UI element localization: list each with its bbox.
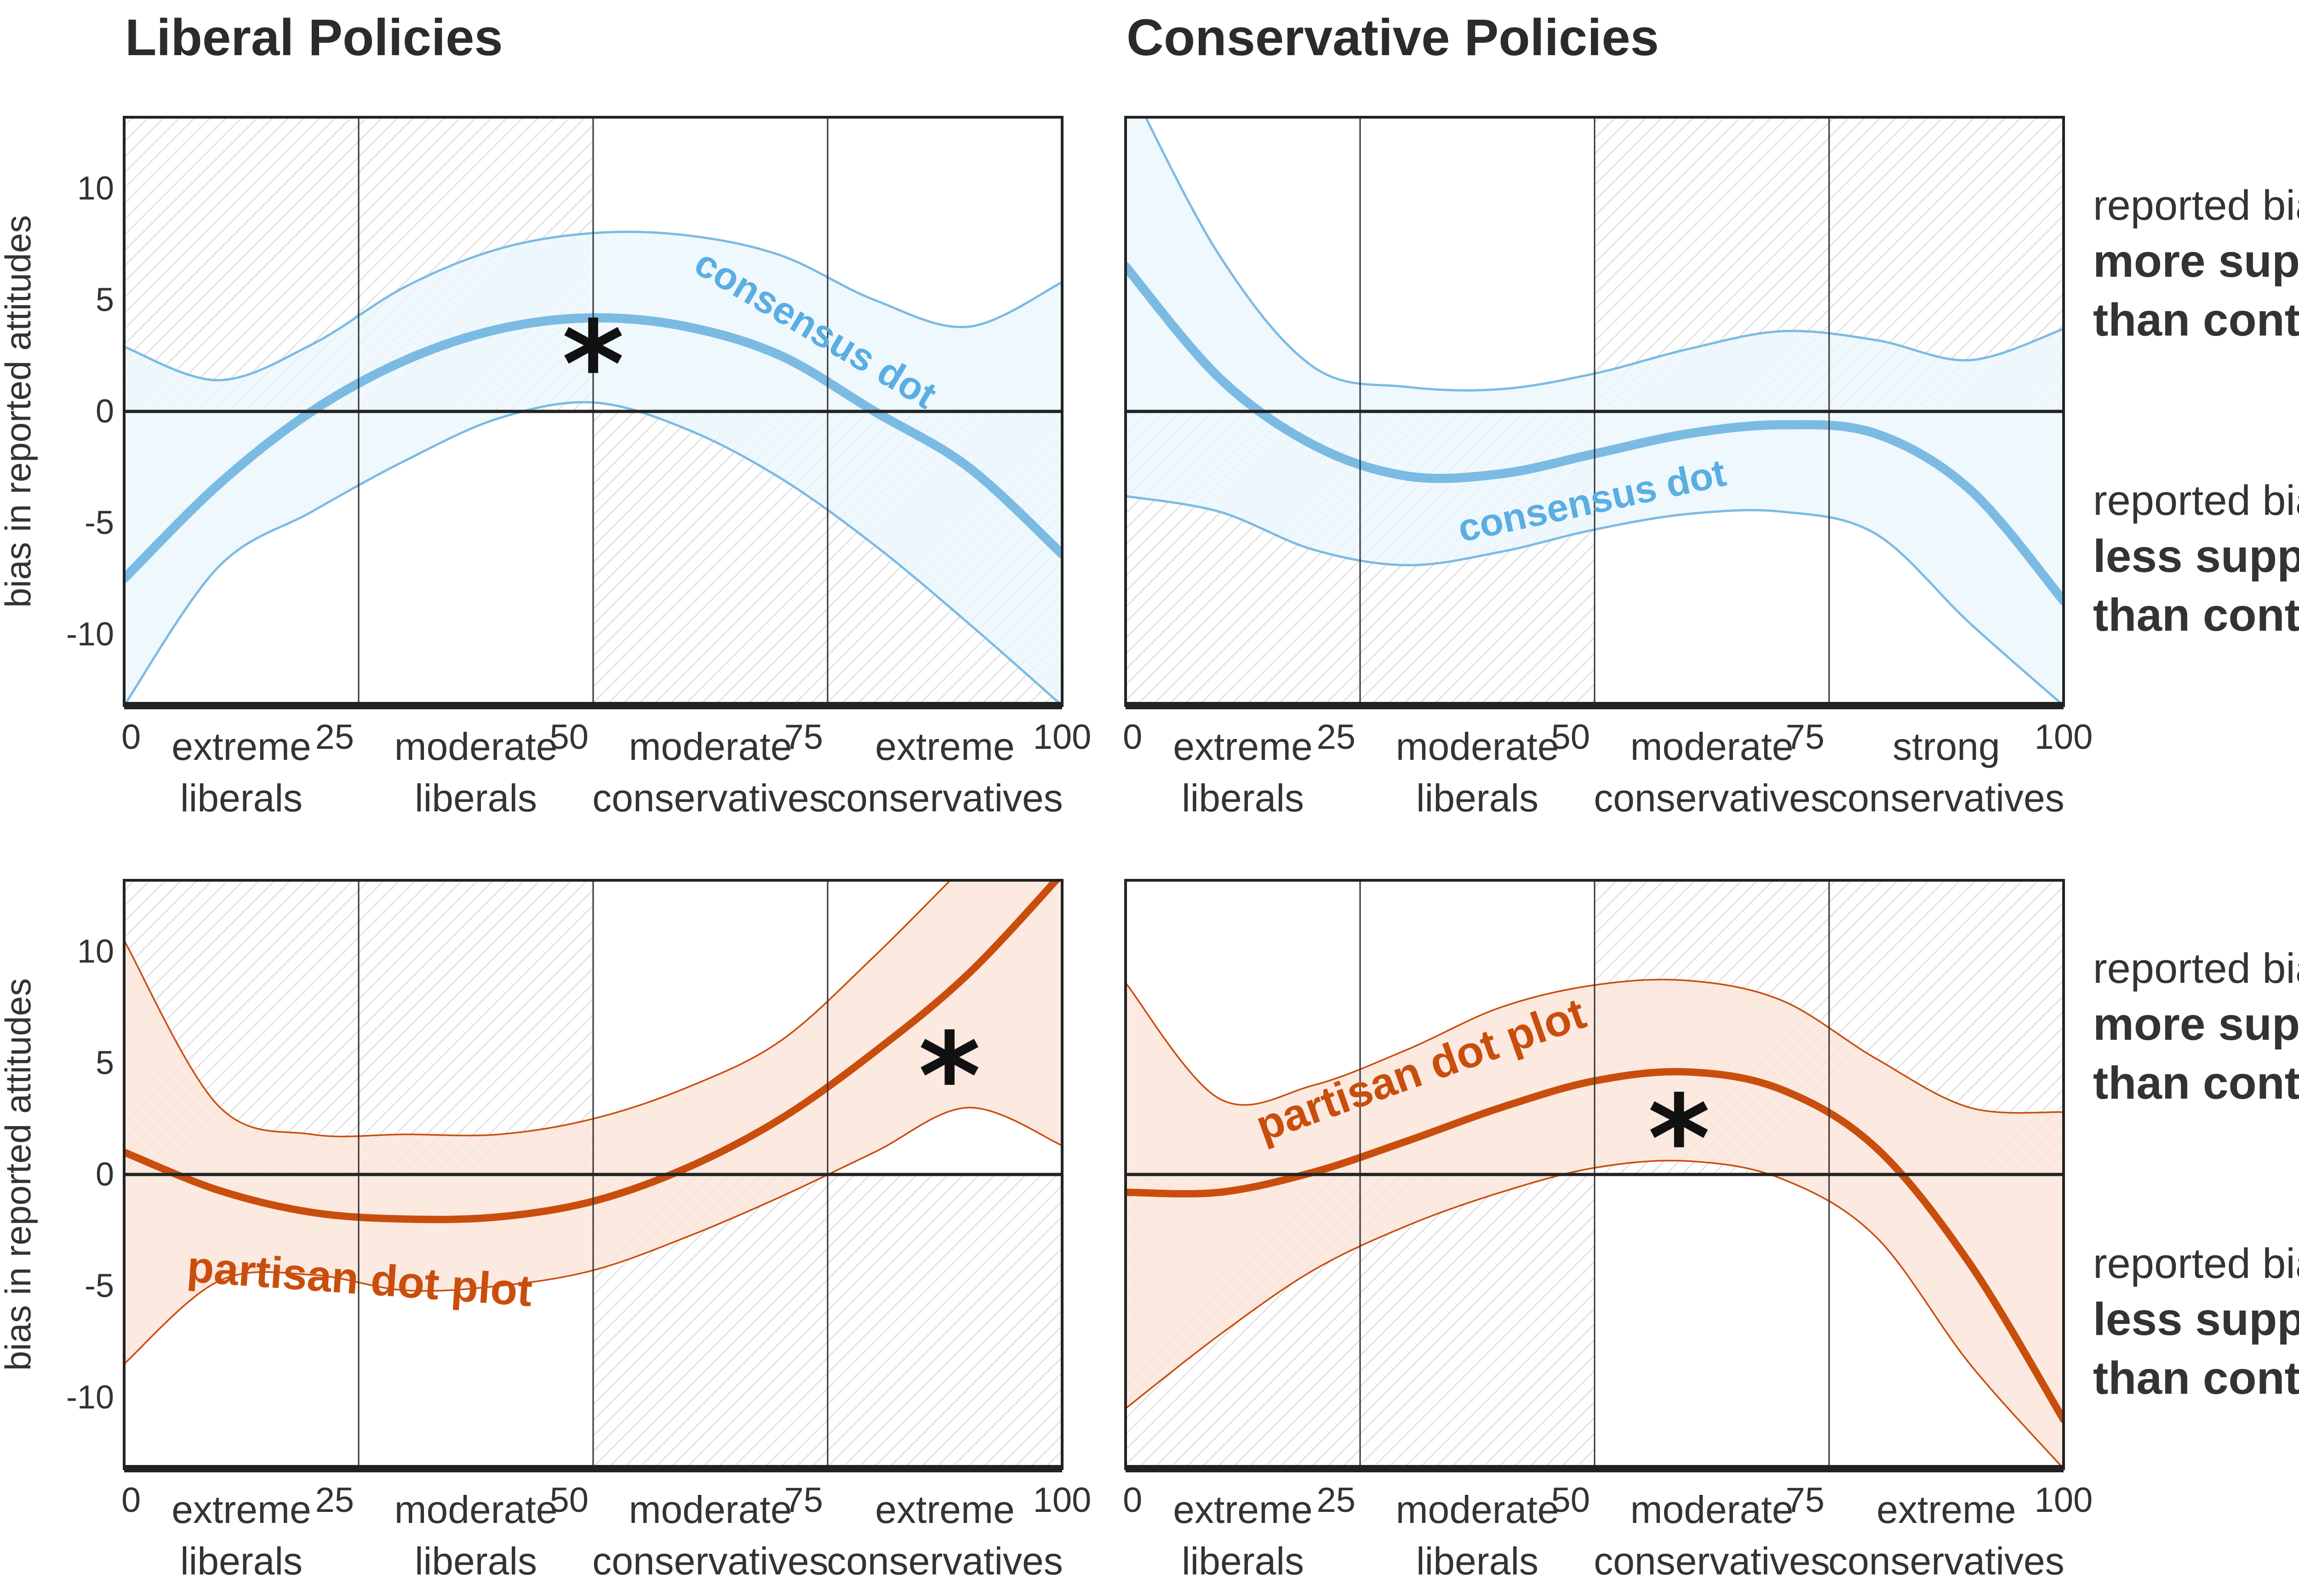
category-label: extreme <box>875 725 1014 768</box>
category-label: liberals <box>180 776 303 820</box>
x-tick-label: 75 <box>1785 1481 1824 1520</box>
estimate-line <box>1126 1068 2064 1424</box>
y-tick-label: 10 <box>77 170 114 207</box>
x-tick-label: 25 <box>315 718 354 757</box>
category-label: moderate <box>395 725 558 768</box>
x-tick-label: 25 <box>1316 1481 1355 1520</box>
category-label: liberals <box>1416 1539 1538 1583</box>
estimate-line <box>124 880 1061 1223</box>
category-label: conservatives <box>827 1539 1063 1583</box>
y-axis-label: bias in reported attitudes <box>0 978 38 1371</box>
side-label-more-line1-bottom: more support <box>2093 998 2299 1050</box>
category-label: conservatives <box>827 776 1063 820</box>
upper-bound-line <box>1126 979 2064 1114</box>
x-tick-label: 75 <box>1785 718 1824 757</box>
category-label: moderate <box>1630 725 1794 768</box>
y-tick-label: -5 <box>85 504 114 541</box>
x-tick-label: 25 <box>315 1481 354 1520</box>
panel-bottom-right: partisan dot plot *0 25 50 75 100extremeliber… <box>1123 879 2093 1583</box>
x-tick-label: 0 <box>121 1481 141 1520</box>
category-label: conservatives <box>1594 776 1830 820</box>
y-tick-label: -5 <box>85 1267 114 1304</box>
side-label-less-line2-bottom: than control <box>2093 1352 2299 1404</box>
y-tick-label: 5 <box>96 1045 114 1082</box>
category-label: extreme <box>172 725 311 768</box>
side-label-less-line2-top: than control <box>2093 589 2299 641</box>
category-label: conservatives <box>592 1539 829 1583</box>
category-label: extreme <box>1173 1488 1312 1531</box>
x-tick-label: 0 <box>1123 718 1142 757</box>
lower-bound-line <box>1126 495 2064 706</box>
side-label-less-line1-bottom: less support <box>2093 1294 2299 1345</box>
y-tick-label: 0 <box>96 1156 114 1193</box>
category-label: moderate <box>1630 1488 1794 1531</box>
x-tick-label: 50 <box>549 718 589 757</box>
y-axis-label: bias in reported attitudes <box>0 215 38 608</box>
x-tick-label: 100 <box>1033 718 1092 757</box>
category-label: moderate <box>1396 725 1559 768</box>
significance-asterisk: * <box>1648 1070 1710 1209</box>
category-label: liberals <box>415 776 537 820</box>
category-label: liberals <box>1416 776 1538 820</box>
x-tick-label: 75 <box>784 718 823 757</box>
significance-asterisk: * <box>918 1008 981 1146</box>
x-tick-label: 0 <box>1123 1481 1142 1520</box>
category-label: conservatives <box>1828 1539 2065 1583</box>
side-label-less-line1-top: less support <box>2093 530 2299 582</box>
category-label: extreme <box>1876 1488 2016 1531</box>
category-label: liberals <box>415 1539 537 1583</box>
x-tick-label: 75 <box>784 1481 823 1520</box>
side-label-more-line2-top: than control <box>2093 294 2299 346</box>
category-label: extreme <box>172 1488 311 1531</box>
side-label-less-prefix-top: reported bias: <box>2093 477 2299 524</box>
category-label: liberals <box>1182 1539 1304 1583</box>
upper-bound-line <box>1144 117 2064 392</box>
side-label-less-prefix-bottom: reported bias: <box>2093 1240 2299 1287</box>
y-tick-label: -10 <box>66 1379 114 1416</box>
category-label: conservatives <box>1828 776 2065 820</box>
y-tick-label: 0 <box>96 393 114 430</box>
category-label: strong <box>1893 725 2000 768</box>
title-liberal-policies: Liberal Policies <box>125 9 503 66</box>
y-tick-label: -10 <box>66 616 114 653</box>
category-label: moderate <box>629 1488 792 1531</box>
significance-asterisk: * <box>562 296 624 435</box>
category-label: conservatives <box>1594 1539 1830 1583</box>
category-label: extreme <box>1173 725 1312 768</box>
category-label: extreme <box>875 1488 1014 1531</box>
x-tick-label: 25 <box>1316 718 1355 757</box>
y-tick-label: 5 <box>96 282 114 319</box>
category-label: moderate <box>1396 1488 1559 1531</box>
x-tick-label: 50 <box>1551 1481 1590 1520</box>
title-conservative-policies: Conservative Policies <box>1127 9 1659 66</box>
side-label-more-line2-bottom: than control <box>2093 1057 2299 1109</box>
lower-bound-line <box>1126 1160 2064 1469</box>
x-tick-label: 50 <box>1551 718 1590 757</box>
side-label-more-line1-top: more support <box>2093 235 2299 287</box>
category-label: moderate <box>629 725 792 768</box>
side-label-more-prefix-bottom: reported bias: <box>2093 945 2299 992</box>
side-label-more-prefix-top: reported bias: <box>2093 182 2299 229</box>
category-label: moderate <box>395 1488 558 1531</box>
category-label: liberals <box>1182 776 1304 820</box>
x-tick-label: 0 <box>121 718 141 757</box>
category-label: liberals <box>180 1539 303 1583</box>
category-label: conservatives <box>592 776 829 820</box>
y-tick-label: 10 <box>77 933 114 970</box>
x-tick-label: 100 <box>2035 1481 2093 1520</box>
x-tick-label: 100 <box>2035 718 2093 757</box>
x-tick-label: 100 <box>1033 1481 1092 1520</box>
x-tick-label: 50 <box>549 1481 589 1520</box>
